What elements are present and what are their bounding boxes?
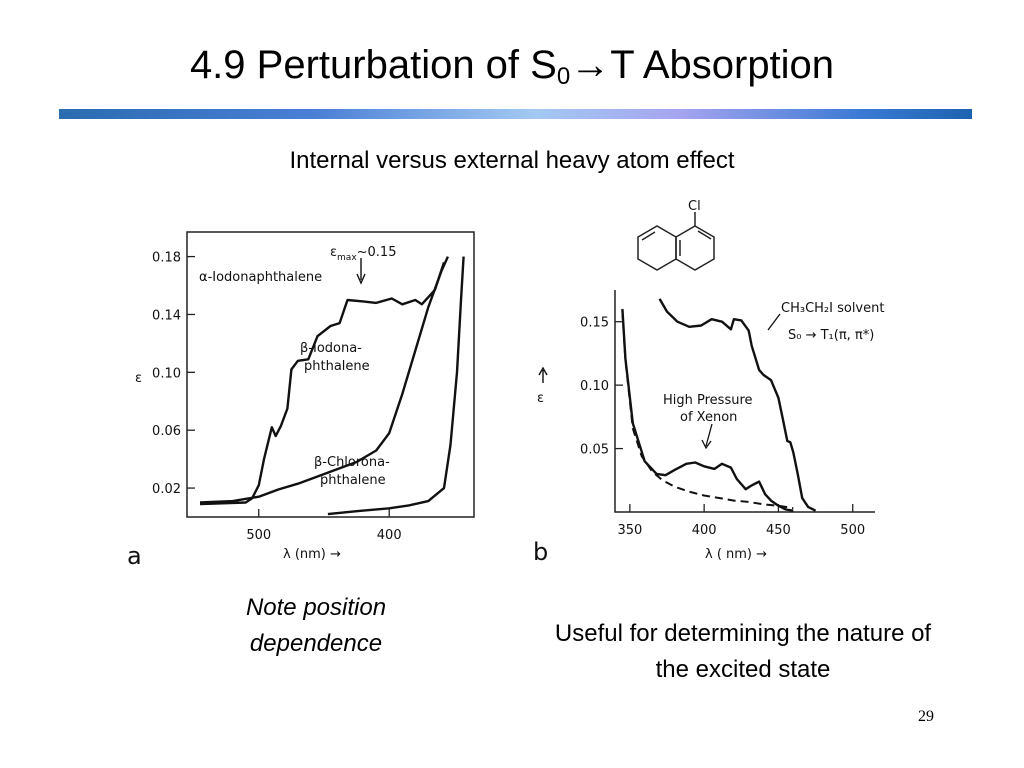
- series-label-ethyl-iodide-2: S₀ → T₁(π, π*): [788, 328, 874, 343]
- chart-a-xtick-label: 500: [246, 528, 271, 543]
- chart-a-panel-label: a: [127, 542, 142, 570]
- chart-a-curves: [199, 256, 465, 516]
- chart-a-ytick-label: 0.10: [152, 366, 181, 381]
- chart-a-ticks: 0.18 0.14 0.10 0.06 0.02 500 400: [152, 251, 402, 543]
- annotation-main: ε: [330, 245, 337, 260]
- label-pointer-icon: [767, 313, 781, 331]
- chart-b-series-line-2: [621, 311, 794, 510]
- xenon-arrow-icon: [701, 423, 713, 450]
- chart-b: 0.15 0.10 0.05 350 400 450 500 ε λ ( nm) → b C…: [533, 199, 884, 566]
- series-label-xenon-1: High Pressure: [663, 393, 753, 408]
- series-label-beta-chloro-2: phthalene: [320, 473, 386, 488]
- chart-b-series-line-0: [658, 298, 817, 512]
- chart-a-xlabel: λ (nm) →: [283, 547, 341, 562]
- slide-title: 4.9 Perturbation of S0→T Absorption: [0, 40, 1024, 102]
- chart-b-ytick-label: 0.05: [580, 443, 609, 458]
- chart-b-xlabel: λ ( nm) →: [705, 547, 767, 562]
- chart-a-ytick-label: 0.14: [152, 308, 181, 323]
- ylabel-arrow-icon: [538, 366, 548, 383]
- chart-b-axes: [614, 290, 875, 513]
- chart-b-ticks: 0.15 0.10 0.05 350 400 450 500: [580, 316, 865, 538]
- structure-chlorine-label: Cl: [688, 199, 701, 214]
- series-label-beta-iodo-1: β-Iodona-: [300, 341, 362, 356]
- chart-a-series-line-1: [199, 256, 449, 504]
- title-main: 4.9 Perturbation of S: [189, 43, 557, 87]
- chloronaphthalene-structure-icon: [637, 212, 715, 271]
- annotation-end: ~0.15: [357, 245, 397, 260]
- chart-b-ytick-label: 0.10: [580, 379, 609, 394]
- chart-a-frame: [186, 231, 475, 518]
- series-label-beta-chloro-1: β-Chlorona-: [314, 455, 390, 470]
- chart-b-xtick-label: 400: [692, 523, 717, 538]
- chart-a-series-line-2: [327, 256, 465, 516]
- note-excited-state: Useful for determining the nature of the…: [554, 620, 932, 683]
- chart-a-annotation: εmax~0.15: [330, 245, 396, 263]
- chart-a-series-line-0: [199, 262, 446, 506]
- chart-a-ytick-label: 0.18: [152, 251, 181, 266]
- title-end: T Absorption: [610, 43, 835, 87]
- chart-b-ylabel: ε: [537, 391, 544, 406]
- chart-b-ytick-label: 0.15: [580, 316, 609, 331]
- title-subscript: 0: [556, 63, 571, 90]
- chart-a-ytick-label: 0.02: [152, 482, 181, 497]
- chart-a-ylabel: ε: [135, 371, 142, 386]
- chart-a-xtick-label: 400: [377, 528, 402, 543]
- chart-b-xtick-label: 500: [840, 523, 865, 538]
- annotation-sub: max: [337, 253, 357, 263]
- series-label-ethyl-iodide-1: CH₃CH₂I solvent: [781, 301, 884, 316]
- series-label-alpha-iodo: α-Iodonaphthalene: [199, 270, 322, 285]
- series-label-beta-iodo-2: phthalene: [304, 359, 370, 374]
- series-label-xenon-2: of Xenon: [680, 410, 737, 425]
- annotation-arrowhead-icon: [356, 273, 366, 285]
- chart-a-ytick-label: 0.06: [152, 424, 181, 439]
- note-position-dependence: Note position dependence: [245, 594, 387, 657]
- chart-b-panel-label: b: [533, 538, 548, 566]
- title-gradient-bar: [59, 109, 972, 119]
- page-number: 29: [918, 708, 934, 725]
- chart-b-curves: [621, 298, 817, 512]
- slide-subtitle: Internal versus external heavy atom effe…: [289, 147, 735, 174]
- chart-b-xtick-label: 450: [766, 523, 791, 538]
- chart-b-xtick-label: 350: [617, 523, 642, 538]
- title-arrow-icon: →: [570, 43, 611, 87]
